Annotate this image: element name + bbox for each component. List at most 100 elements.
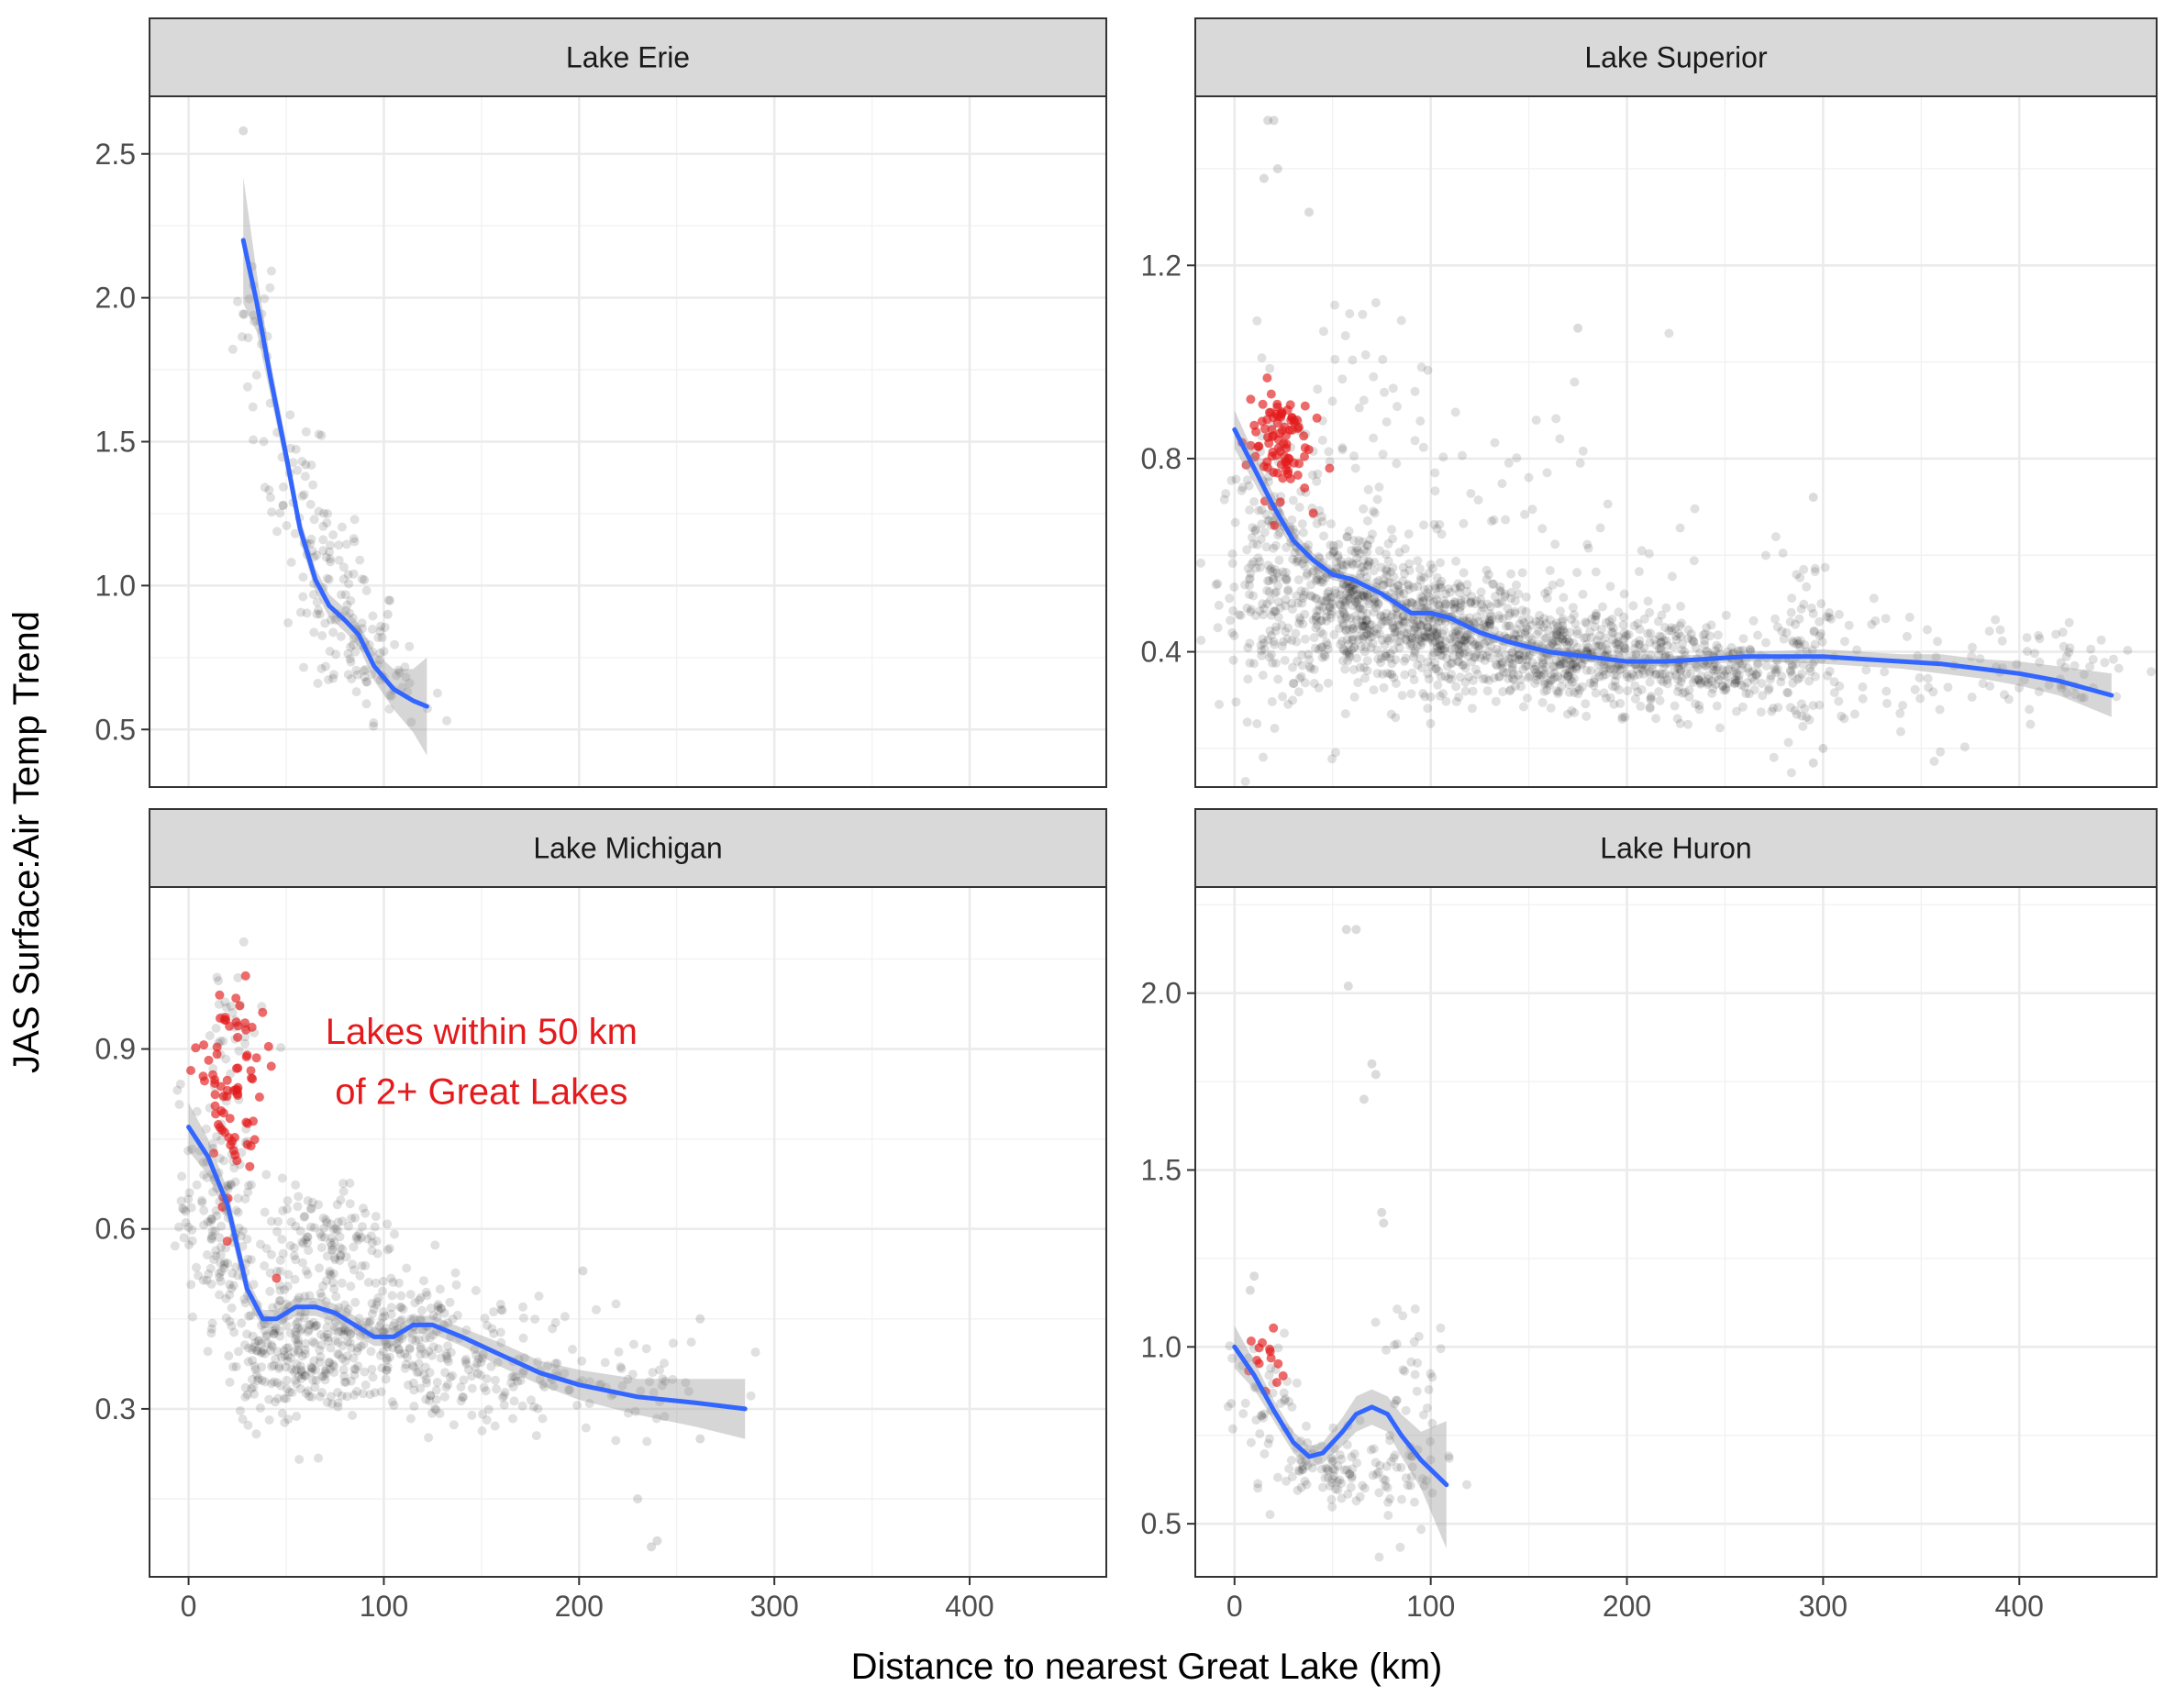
facet-strip [1194,808,2158,888]
data-point [1407,615,1417,624]
data-point [303,1327,313,1336]
data-point [1348,560,1359,570]
data-point [323,509,332,518]
data-point [1602,639,1611,649]
data-point [268,1303,278,1313]
data-point [1470,652,1480,662]
data-point [426,1303,436,1314]
data-point [274,1361,284,1371]
data-point [1810,567,1820,577]
data-point [1255,1429,1265,1438]
data-point [1294,613,1304,623]
data-point [388,1278,398,1287]
data-point [440,1368,450,1378]
data-point [1499,667,1509,677]
data-point [1288,554,1298,564]
data-point [1549,668,1559,678]
data-point [1461,630,1471,640]
data-point [426,1391,436,1401]
data-point [443,1341,453,1351]
annotation-line-2: of 2+ Great Lakes [335,1071,627,1112]
data-point [1485,608,1495,618]
data-point [243,1357,253,1367]
data-point [1432,594,1441,604]
highlight-point [1275,497,1285,507]
data-point [1292,1378,1302,1388]
data-point [1349,584,1359,594]
data-point [1612,639,1622,649]
data-point [304,1325,314,1335]
data-point [433,1305,443,1315]
data-point [1355,662,1365,672]
data-point [1521,606,1531,616]
data-point [306,534,316,544]
data-point [362,1234,372,1244]
data-point [367,1237,377,1248]
data-point [1590,674,1600,684]
data-point [334,555,344,565]
data-point [1359,662,1369,672]
data-point [184,1188,194,1198]
data-point [277,1352,287,1362]
data-point [416,1383,426,1393]
data-point [1506,569,1516,579]
data-point [1426,1455,1436,1465]
data-point [1619,635,1628,645]
data-point [323,1336,333,1346]
data-point [216,1276,226,1286]
data-point [1639,643,1649,653]
data-point [297,457,307,466]
y-tick-label: 0.6 [95,1213,136,1246]
data-point [249,435,259,445]
data-point [1350,612,1360,621]
data-point [288,458,298,468]
data-point [1782,687,1792,697]
data-point [370,1325,380,1336]
data-point [361,1208,371,1218]
data-point [325,1269,335,1279]
data-point [420,1349,430,1359]
data-point [1342,1465,1352,1475]
data-point [400,1348,410,1359]
data-point [1398,1365,1408,1375]
data-point [1430,664,1440,674]
data-point [1881,686,1892,696]
data-point [1721,666,1731,676]
data-point [211,1251,221,1261]
data-point [695,1314,705,1324]
data-point [1271,540,1281,550]
data-point [1249,659,1259,669]
data-point [261,1170,272,1180]
data-point [1524,672,1534,682]
smooth-trend-line [240,238,429,709]
data-point [1709,661,1718,671]
highlight-point [246,1066,256,1076]
data-point [1258,599,1268,609]
data-point [1683,634,1693,643]
data-point [1808,493,1818,503]
data-point [1635,625,1645,635]
data-point [1302,571,1312,581]
data-point [1532,629,1542,639]
data-point [533,1403,543,1414]
data-point [289,1367,299,1377]
data-point [1259,173,1269,183]
data-point [472,1350,482,1360]
highlight-point [1285,400,1295,410]
data-point [214,999,224,1009]
x-tick-label: 300 [1799,1590,1848,1623]
data-point [226,1179,236,1189]
data-point [1497,659,1507,669]
data-point [1453,640,1463,650]
data-point [1671,635,1681,645]
data-point [250,1365,261,1374]
data-point [1605,582,1615,592]
data-point [400,1363,410,1373]
data-point [1288,525,1298,534]
data-point [1416,362,1426,372]
data-point [1419,630,1429,640]
data-point [1570,377,1580,387]
data-point [1675,621,1685,631]
data-point [1344,583,1354,593]
data-point [1638,669,1648,679]
